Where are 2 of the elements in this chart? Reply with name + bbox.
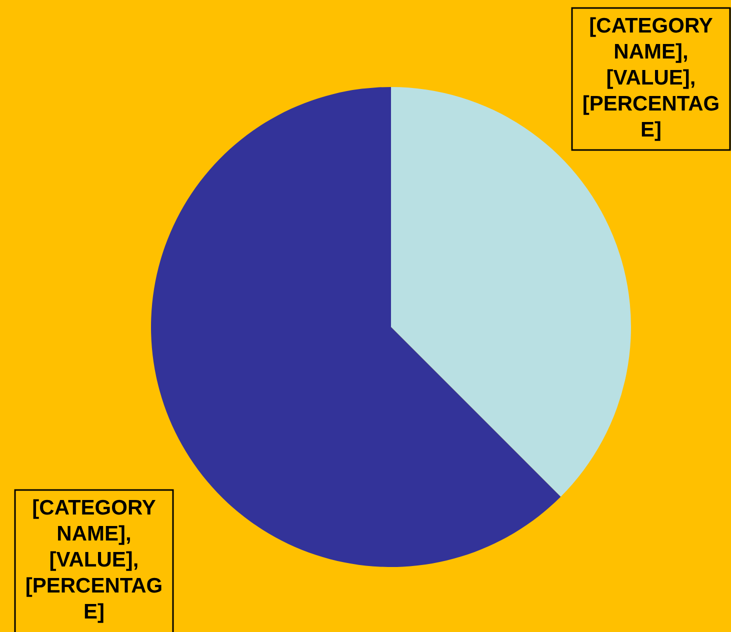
data-label: [CATEGORY NAME], [VALUE], [PERCENTAGE] xyxy=(25,496,163,624)
data-label: [CATEGORY NAME], [VALUE], [PERCENTAGE] xyxy=(582,14,720,142)
